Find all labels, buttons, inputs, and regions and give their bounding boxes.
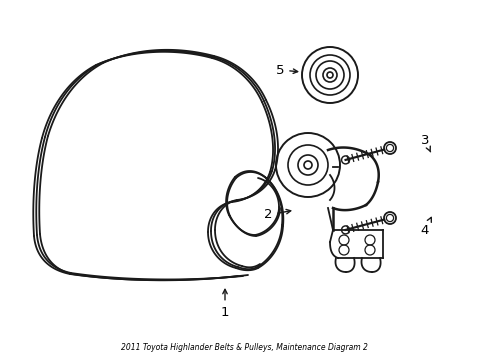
Text: 1: 1 [220,289,229,319]
Text: 2011 Toyota Highlander Belts & Pulleys, Maintenance Diagram 2: 2011 Toyota Highlander Belts & Pulleys, … [121,343,366,352]
Text: 2: 2 [263,208,290,221]
Text: 3: 3 [420,134,429,152]
Text: 4: 4 [420,217,430,237]
Text: 5: 5 [275,63,297,77]
